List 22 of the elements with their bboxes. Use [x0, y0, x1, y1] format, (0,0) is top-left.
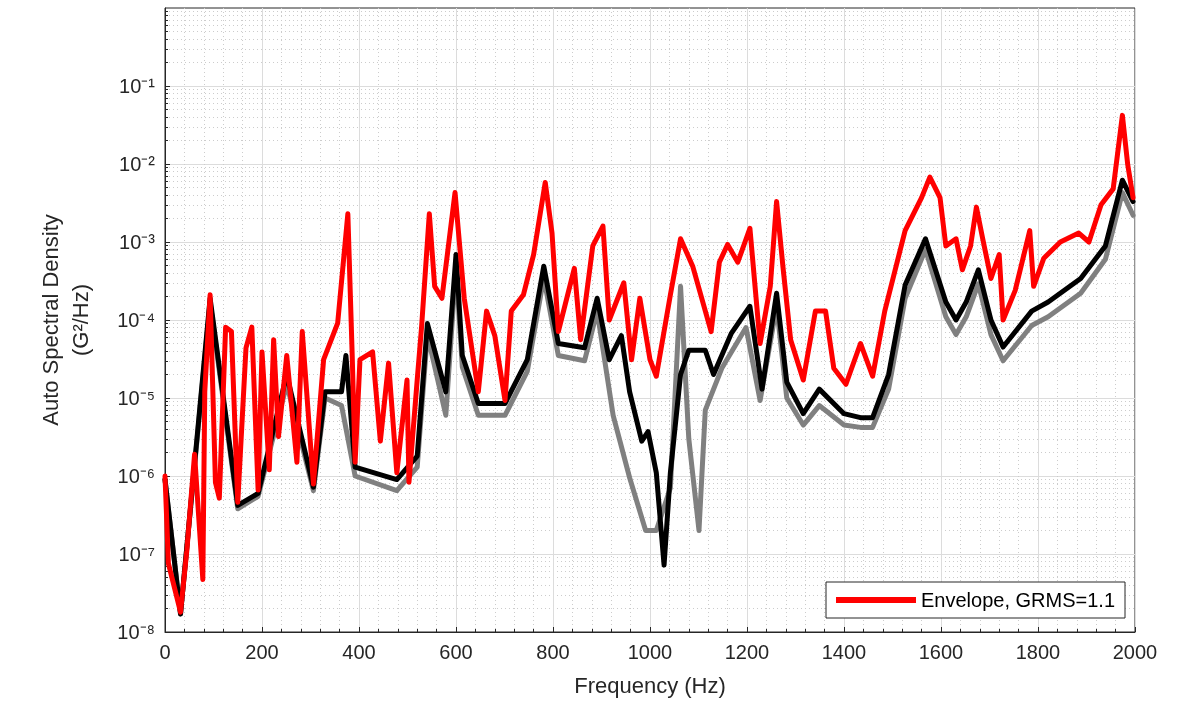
y-tick-label: 10⁻³ — [119, 231, 156, 253]
x-tick-label: 1600 — [918, 641, 964, 663]
x-tick-label: 1400 — [821, 641, 867, 663]
y-axis-title: Auto Spectral Density (G²/Hz) — [37, 214, 93, 426]
x-axis-title: Frequency (Hz) — [574, 672, 726, 698]
legend-label: Envelope, GRMS=1.1 — [921, 589, 1116, 611]
x-tick-label: 800 — [536, 641, 570, 663]
y-tick-label: 10⁻⁷ — [118, 543, 155, 565]
y-tick-label: 10⁻⁶ — [117, 465, 155, 487]
y-tick-label: 10⁻⁸ — [117, 621, 155, 643]
x-tick-label: 1800 — [1015, 641, 1061, 663]
y-tick-label: 10⁻⁵ — [117, 387, 155, 409]
y-tick-label: 10⁻² — [119, 153, 156, 175]
x-tick-label: 1200 — [724, 641, 770, 663]
x-tick-label: 1000 — [627, 641, 673, 663]
x-tick-label: 600 — [439, 641, 473, 663]
x-tick-label: 400 — [342, 641, 376, 663]
y-tick-label: 10⁻¹ — [119, 75, 156, 97]
x-tick-label: 0 — [159, 641, 171, 663]
y-tick-label: 10⁻⁴ — [117, 309, 155, 331]
x-tick-label: 200 — [245, 641, 279, 663]
x-tick-label: 2000 — [1112, 641, 1158, 663]
